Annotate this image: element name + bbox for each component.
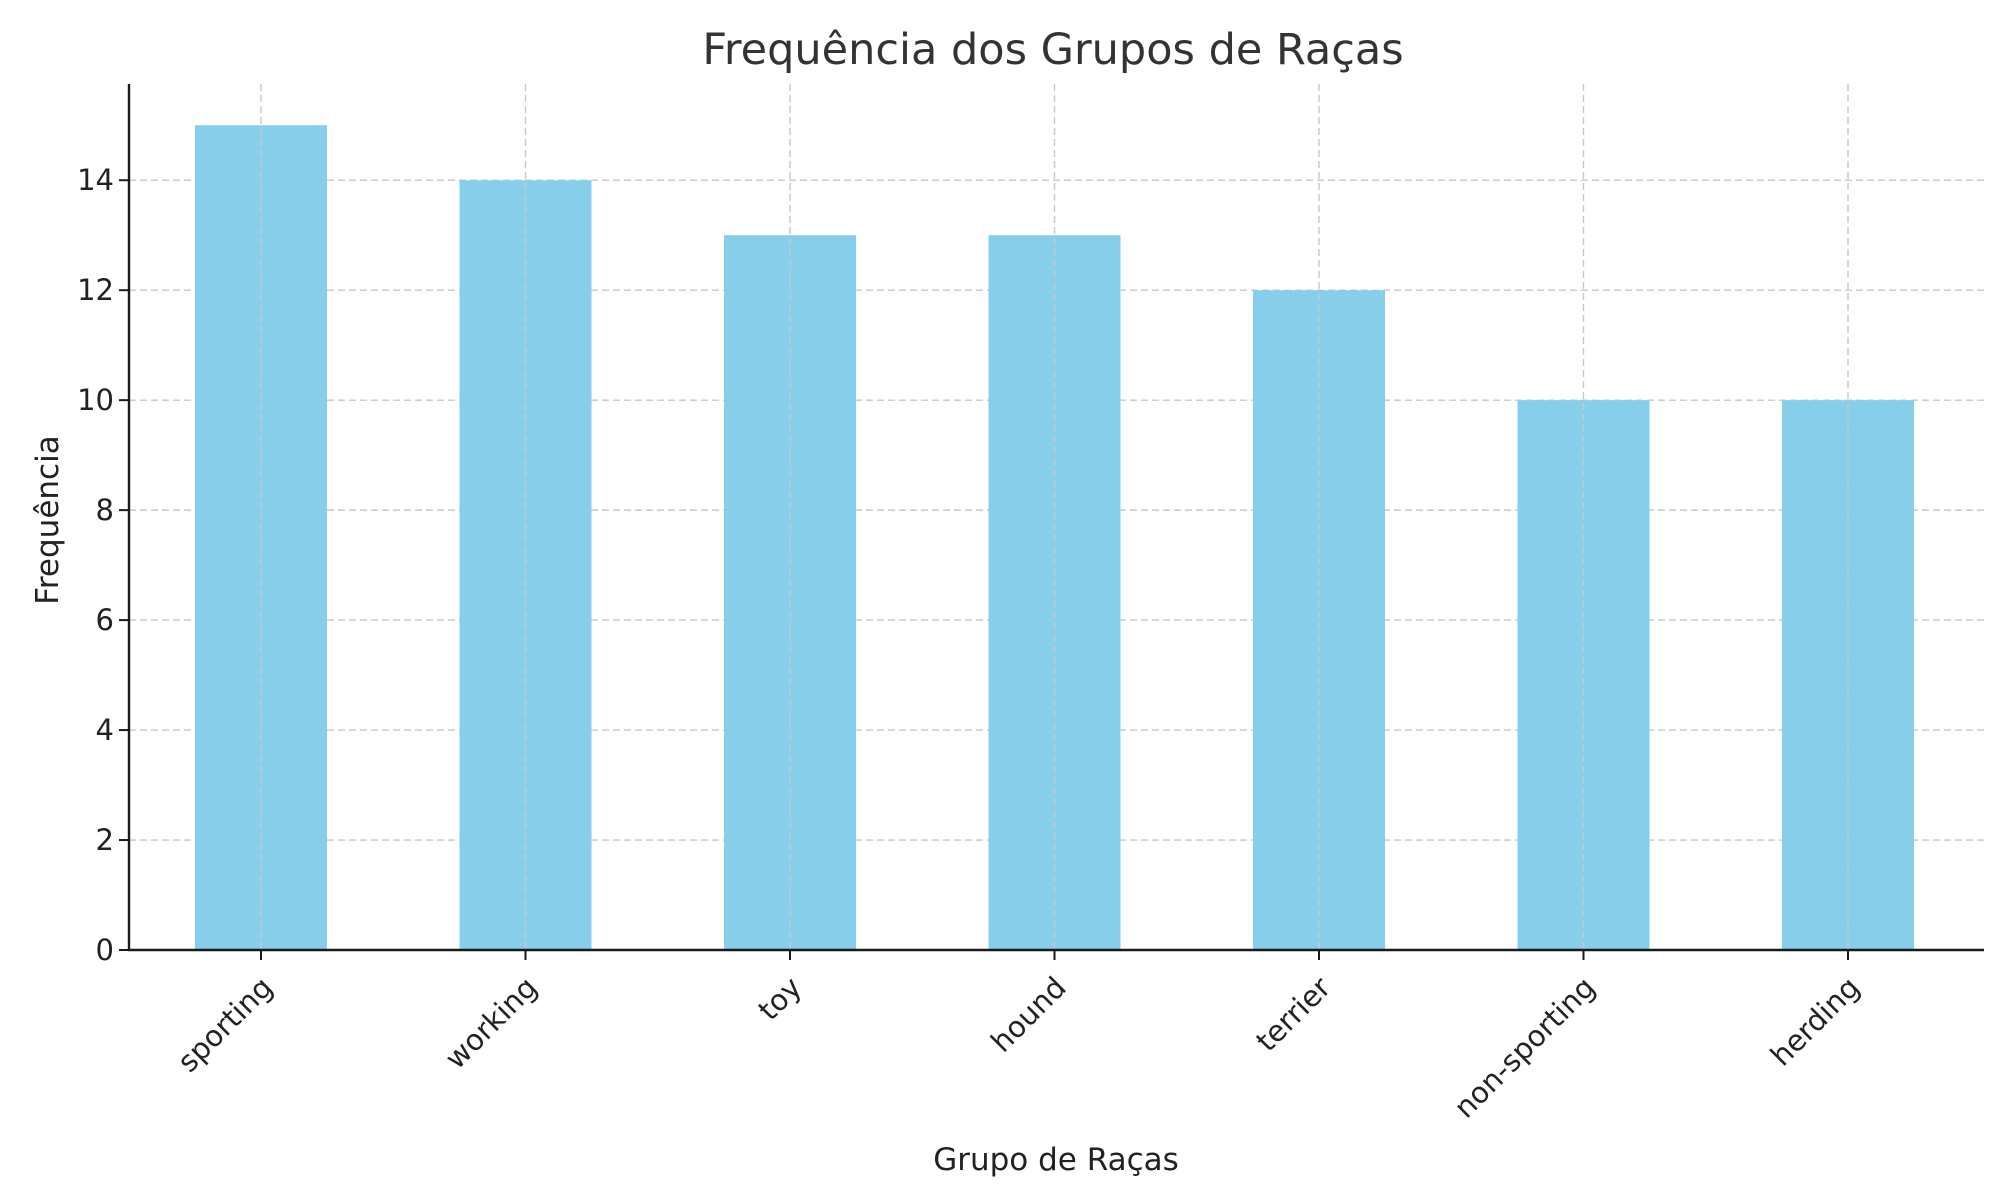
y-tick-label: 14 bbox=[77, 163, 114, 197]
y-tick-label: 12 bbox=[77, 273, 114, 307]
x-axis-label: Grupo de Raças bbox=[933, 1142, 1179, 1178]
y-ticks: 0 2 4 6 8 10 12 14 bbox=[77, 163, 129, 967]
x-tick-label-hound: hound bbox=[984, 970, 1073, 1059]
x-ticks: sporting working toy hound terrier non-sporti… bbox=[171, 950, 1866, 1125]
x-tick-label-working: working bbox=[438, 970, 543, 1075]
y-tick-label: 4 bbox=[96, 713, 114, 747]
y-tick-label: 8 bbox=[96, 493, 114, 527]
y-axis-label: Frequência bbox=[30, 435, 66, 604]
axes bbox=[127, 84, 1984, 952]
y-tick-label: 2 bbox=[96, 823, 114, 857]
bars bbox=[195, 84, 1914, 951]
chart-title: Frequência dos Grupos de Raças bbox=[702, 25, 1403, 75]
x-tick-label-toy: toy bbox=[751, 970, 808, 1027]
y-tick-label: 6 bbox=[96, 603, 114, 637]
y-tick-label: 0 bbox=[96, 933, 114, 967]
x-tick-label-terrier: terrier bbox=[1249, 970, 1337, 1058]
x-tick-label-herding: herding bbox=[1764, 970, 1866, 1072]
x-tick-label-non-sporting: non-sporting bbox=[1447, 970, 1601, 1124]
x-tick-label-sporting: sporting bbox=[171, 970, 279, 1078]
bar-terrier bbox=[1253, 290, 1385, 950]
y-tick-label: 10 bbox=[77, 383, 114, 417]
